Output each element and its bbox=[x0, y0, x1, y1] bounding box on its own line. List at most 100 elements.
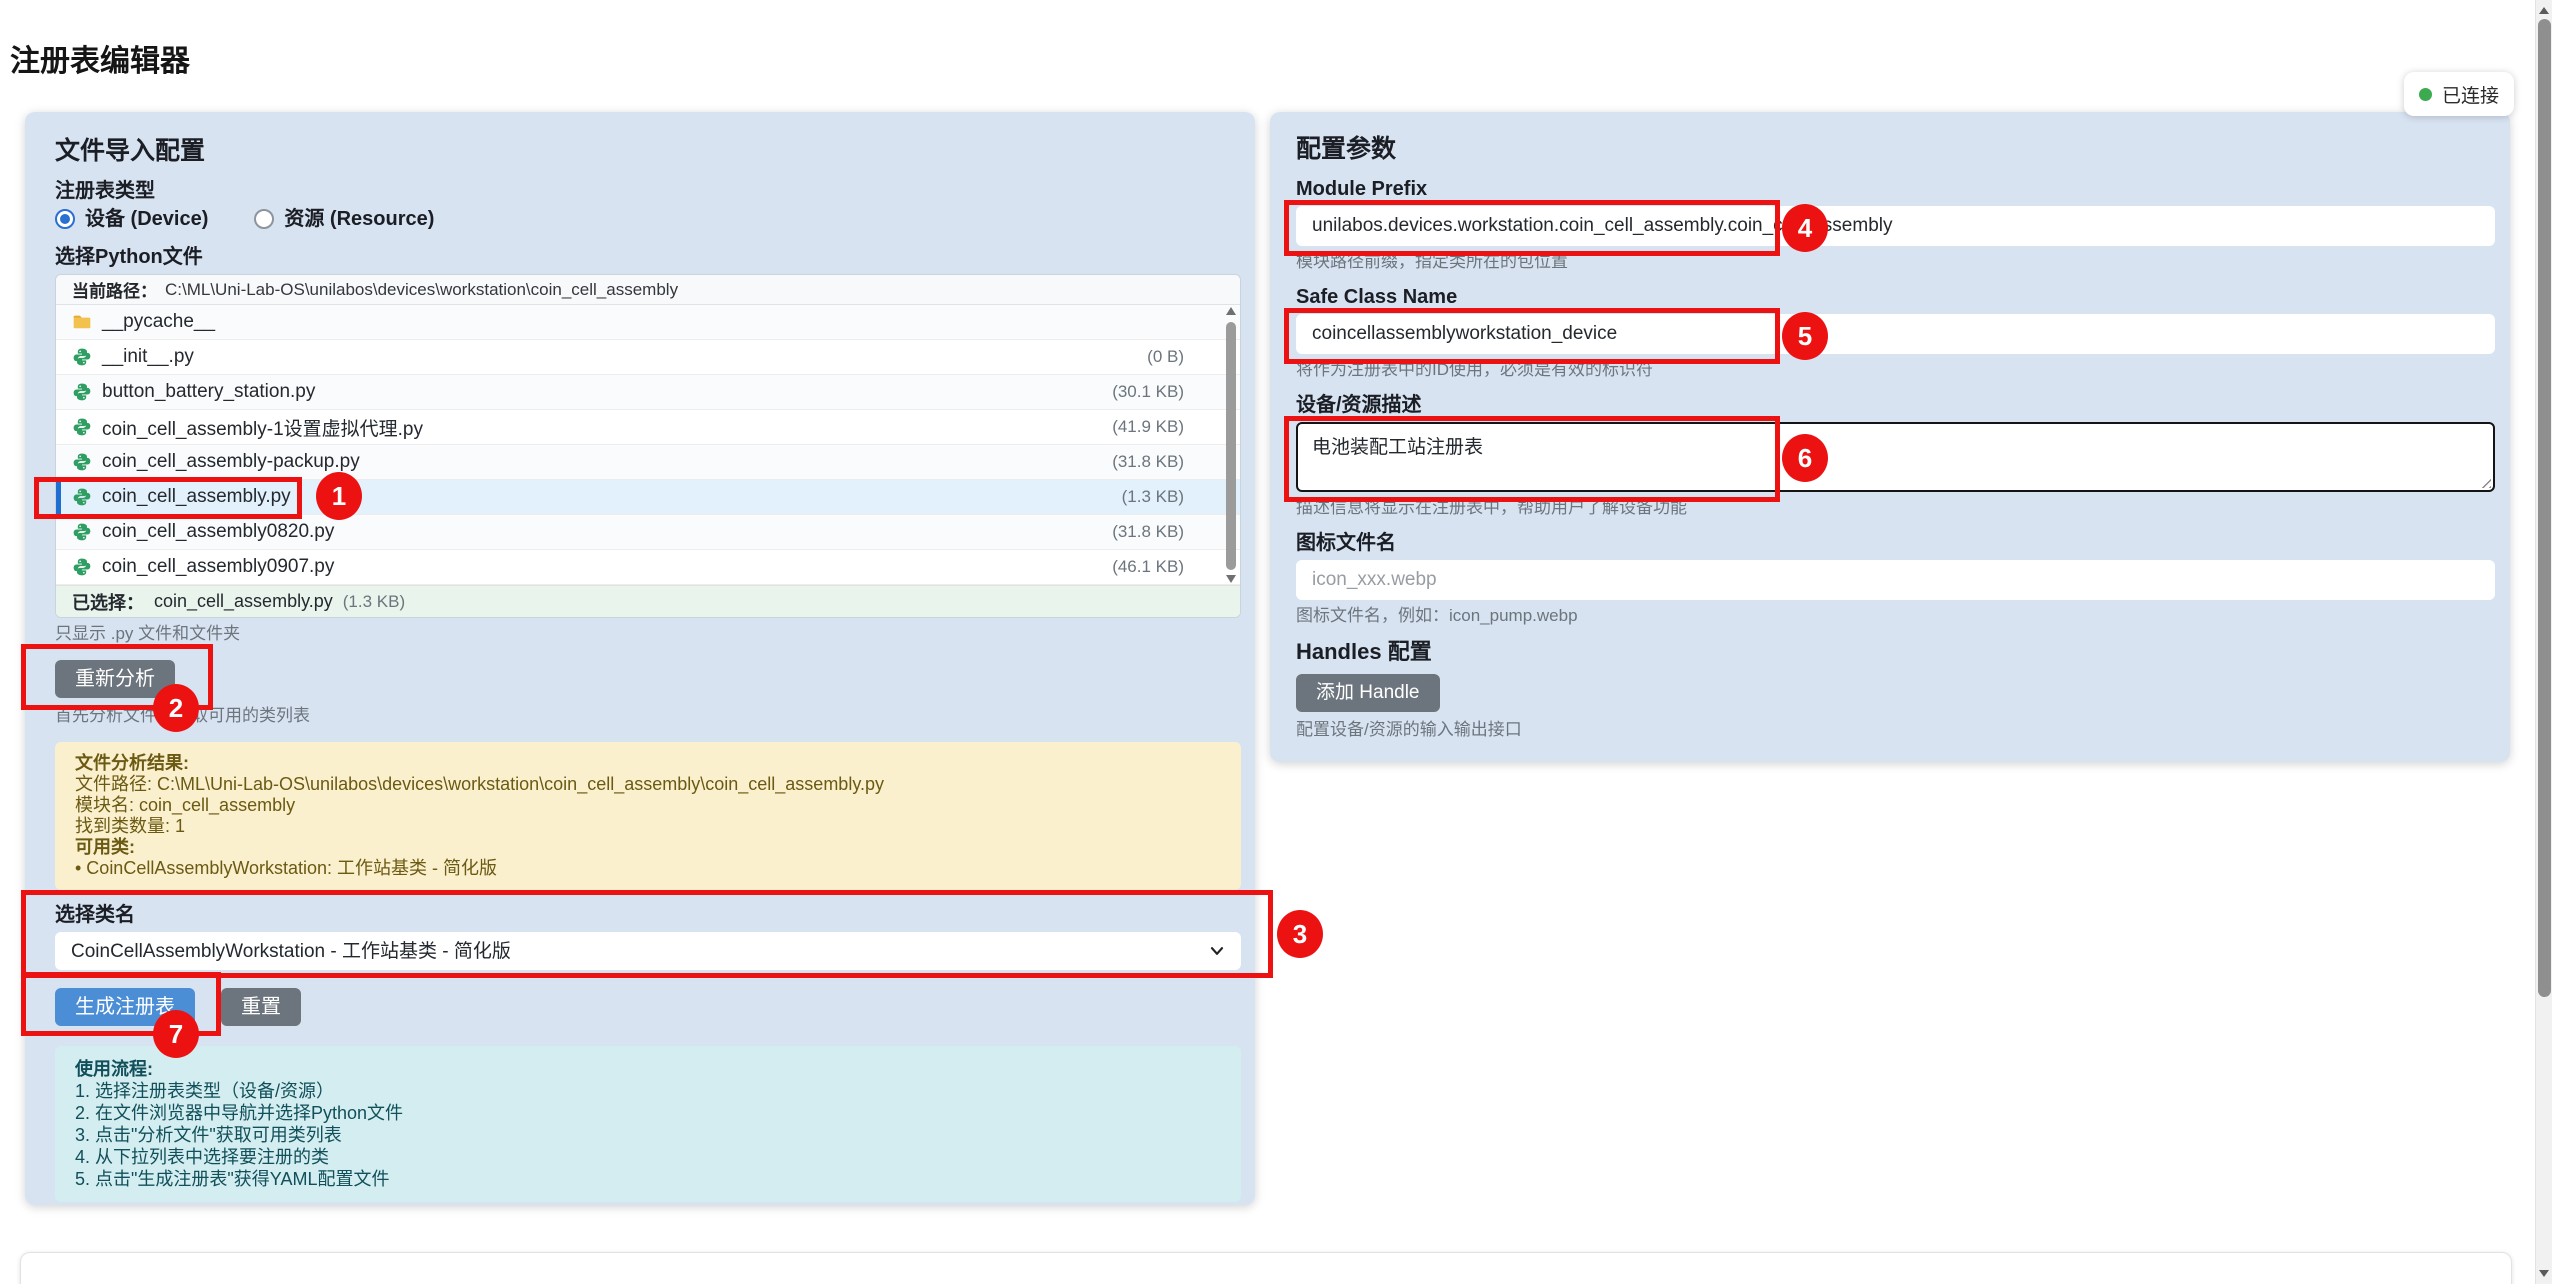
reanalyze-button[interactable]: 重新分析 bbox=[55, 660, 175, 698]
file-row[interactable]: __init__.py (0 B) bbox=[56, 340, 1240, 375]
usage-step: 2. 在文件浏览器中导航并选择Python文件 bbox=[75, 1103, 404, 1123]
file-name: button_battery_station.py bbox=[102, 381, 316, 402]
description-wrap: 电池装配工站注册表 bbox=[1296, 422, 2495, 492]
selected-file-name: coin_cell_assembly.py bbox=[154, 591, 333, 611]
handles-config-help: 配置设备/资源的输入输出接口 bbox=[1296, 720, 1522, 739]
right-panel-title: 配置参数 bbox=[1296, 135, 1397, 163]
python-icon bbox=[72, 522, 92, 542]
analysis-module-name: 模块名: coin_cell_assembly bbox=[75, 795, 296, 815]
page-title: 注册表编辑器 bbox=[10, 45, 190, 78]
file-name: __init__.py bbox=[102, 346, 194, 367]
analysis-available-class: • CoinCellAssemblyWorkstation: 工作站基类 - 简… bbox=[75, 858, 498, 878]
file-name: coin_cell_assembly-1设置虚拟代理.py bbox=[102, 418, 423, 440]
radio-device[interactable]: 设备 (Device) bbox=[55, 208, 208, 230]
analysis-class-count: 找到类数量: 1 bbox=[75, 816, 186, 836]
analysis-title: 文件分析结果: bbox=[75, 753, 189, 773]
safe-class-name-label: Safe Class Name bbox=[1296, 286, 1458, 308]
file-name: coin_cell_assembly-packup.py bbox=[102, 451, 360, 472]
usage-instructions-box: 使用流程: 1. 选择注册表类型（设备/资源） 2. 在文件浏览器中导航并选择P… bbox=[55, 1046, 1241, 1202]
radio-resource-label: 资源 (Resource) bbox=[284, 208, 435, 230]
reset-button[interactable]: 重置 bbox=[221, 988, 301, 1026]
analysis-available-title: 可用类: bbox=[75, 837, 135, 857]
current-path-bar: 当前路径： C:\ML\Uni-Lab-OS\unilabos\devices\… bbox=[56, 275, 1240, 305]
description-help: 描述信息将显示在注册表中，帮助用户了解设备功能 bbox=[1296, 498, 1687, 517]
usage-step: 3. 点击"分析文件"获取可用类列表 bbox=[75, 1125, 342, 1145]
status-badge-label: 已连接 bbox=[2441, 85, 2499, 107]
file-select-label: 选择Python文件 bbox=[55, 246, 203, 268]
selected-file-size: (1.3 KB) bbox=[342, 591, 406, 611]
scroll-up-icon[interactable] bbox=[2539, 7, 2549, 14]
page-scrollbar[interactable] bbox=[2535, 0, 2552, 1284]
registry-type-label: 注册表类型 bbox=[55, 180, 155, 202]
file-browser: 当前路径： C:\ML\Uni-Lab-OS\unilabos\devices\… bbox=[55, 274, 1241, 618]
module-prefix-help: 模块路径前缀，指定类所在的包位置 bbox=[1296, 252, 1568, 271]
file-size: (41.9 KB) bbox=[1112, 417, 1184, 436]
file-size: (46.1 KB) bbox=[1112, 557, 1184, 576]
radio-device-label: 设备 (Device) bbox=[85, 208, 209, 230]
connected-dot-icon bbox=[2418, 87, 2432, 101]
file-name: coin_cell_assembly0820.py bbox=[102, 521, 335, 542]
usage-title: 使用流程: bbox=[75, 1059, 153, 1079]
file-row-selected[interactable]: coin_cell_assembly.py (1.3 KB) bbox=[56, 480, 1240, 515]
add-handle-button[interactable]: 添加 Handle bbox=[1296, 674, 1440, 712]
python-icon bbox=[72, 347, 92, 367]
handles-config-title: Handles 配置 bbox=[1296, 639, 1432, 664]
file-size: (0 B) bbox=[1147, 347, 1184, 366]
usage-step: 4. 从下拉列表中选择要注册的类 bbox=[75, 1147, 330, 1167]
bottom-card bbox=[20, 1252, 2512, 1284]
file-list-scrollbar[interactable] bbox=[1225, 307, 1237, 583]
scrollbar-thumb[interactable] bbox=[2538, 19, 2551, 997]
filter-hint: 只显示 .py 文件和文件夹 bbox=[55, 624, 241, 643]
file-row[interactable]: button_battery_station.py (30.1 KB) bbox=[56, 375, 1240, 410]
analysis-result-box: 文件分析结果: 文件路径: C:\ML\Uni-Lab-OS\unilabos\… bbox=[55, 742, 1241, 890]
file-list: __pycache__ __init__.py (0 B) button_bat… bbox=[56, 305, 1240, 585]
file-row[interactable]: coin_cell_assembly0907.py (46.1 KB) bbox=[56, 550, 1240, 585]
selected-file-bar: 已选择： coin_cell_assembly.py (1.3 KB) bbox=[56, 585, 1240, 617]
generate-registry-button[interactable]: 生成注册表 bbox=[55, 988, 195, 1026]
radio-resource[interactable]: 资源 (Resource) bbox=[254, 208, 434, 230]
python-icon bbox=[72, 417, 92, 437]
safe-class-name-help: 将作为注册表中的ID使用，必须是有效的标识符 bbox=[1296, 360, 1653, 379]
class-select-label: 选择类名 bbox=[55, 904, 135, 926]
class-select-wrap: CoinCellAssemblyWorkstation - 工作站基类 - 简化… bbox=[55, 932, 1241, 970]
usage-step: 5. 点击"生成注册表"获得YAML配置文件 bbox=[75, 1169, 390, 1189]
file-name: coin_cell_assembly.py bbox=[102, 486, 291, 507]
module-prefix-input[interactable] bbox=[1296, 206, 2495, 246]
description-label: 设备/资源描述 bbox=[1296, 394, 1422, 416]
file-row[interactable]: coin_cell_assembly-packup.py (31.8 KB) bbox=[56, 445, 1240, 480]
usage-step: 1. 选择注册表类型（设备/资源） bbox=[75, 1081, 335, 1101]
analysis-file-path: 文件路径: C:\ML\Uni-Lab-OS\unilabos\devices\… bbox=[75, 774, 884, 794]
class-select[interactable]: CoinCellAssemblyWorkstation - 工作站基类 - 简化… bbox=[55, 932, 1241, 970]
scroll-down-icon[interactable] bbox=[2539, 1270, 2549, 1277]
annotation-circle-3: 3 bbox=[1277, 910, 1323, 958]
action-buttons: 生成注册表 重置 bbox=[55, 988, 1241, 1026]
icon-file-help: 图标文件名，例如：icon_pump.webp bbox=[1296, 606, 1578, 625]
file-import-panel: 文件导入配置 注册表类型 设备 (Device) 资源 (Resource) 选… bbox=[25, 112, 1255, 1205]
python-icon bbox=[72, 382, 92, 402]
file-row[interactable]: coin_cell_assembly-1设置虚拟代理.py (41.9 KB) bbox=[56, 410, 1240, 445]
config-params-panel: 配置参数 Module Prefix 模块路径前缀，指定类所在的包位置 Safe… bbox=[1270, 112, 2510, 762]
icon-file-input[interactable] bbox=[1296, 560, 2495, 600]
icon-file-label: 图标文件名 bbox=[1296, 532, 1396, 554]
module-prefix-label: Module Prefix bbox=[1296, 178, 1428, 200]
scroll-down-icon[interactable] bbox=[1226, 575, 1236, 583]
safe-class-name-input[interactable] bbox=[1296, 314, 2495, 354]
scrollbar-thumb[interactable] bbox=[1226, 322, 1236, 570]
scroll-up-icon[interactable] bbox=[1226, 307, 1236, 315]
file-row[interactable]: coin_cell_assembly0820.py (31.8 KB) bbox=[56, 515, 1240, 550]
python-icon bbox=[72, 557, 92, 577]
radio-unselected-icon bbox=[254, 209, 275, 229]
selected-file-label: 已选择： bbox=[72, 592, 144, 613]
left-panel-title: 文件导入配置 bbox=[55, 137, 206, 165]
folder-icon bbox=[72, 312, 92, 332]
file-size: (1.3 KB) bbox=[1121, 487, 1184, 506]
radio-selected-icon bbox=[55, 209, 75, 229]
description-textarea[interactable]: 电池装配工站注册表 bbox=[1296, 422, 2495, 492]
python-icon bbox=[72, 452, 92, 472]
file-name: __pycache__ bbox=[102, 311, 216, 332]
connection-status-badge: 已连接 bbox=[2404, 72, 2514, 116]
file-size: (31.8 KB) bbox=[1112, 452, 1184, 471]
registry-type-radio-group: 设备 (Device) 资源 (Resource) bbox=[55, 208, 1241, 230]
file-row-folder[interactable]: __pycache__ bbox=[56, 305, 1240, 340]
